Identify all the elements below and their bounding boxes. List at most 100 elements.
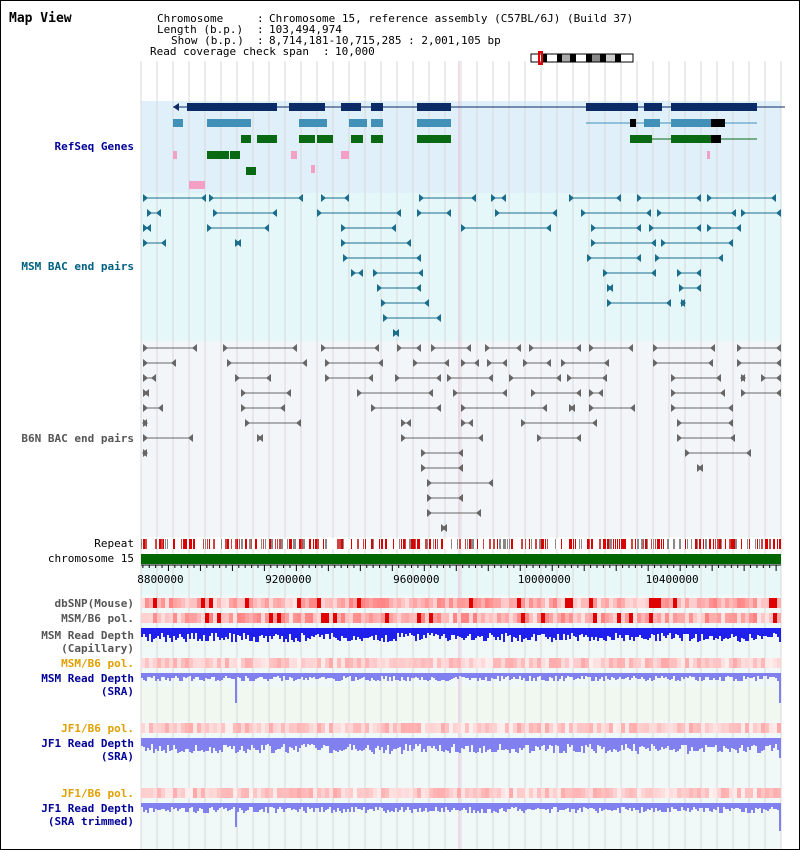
msm-bac-end (343, 254, 348, 262)
dbsnp-strip (221, 598, 225, 608)
msm-depth-sra-bar (617, 673, 619, 679)
msm-depth-cap-bar (273, 628, 275, 636)
msm-depth-cap-bar (267, 628, 269, 642)
msm-b6-pol2-strip (273, 658, 277, 668)
msm-depth-cap-bar (427, 628, 429, 633)
jf1-depth-sra-bar (453, 738, 455, 744)
gene-exon (417, 119, 451, 127)
jf1-depth-trim-bar (257, 803, 259, 812)
jf1-depth-sra-bar (167, 738, 169, 745)
msm-depth-cap-bar (563, 628, 565, 634)
coverage-label: Read coverage check span (150, 45, 309, 58)
dbsnp-strip (253, 598, 257, 608)
gene-arrow (173, 103, 179, 111)
gene-exon-pink (173, 151, 177, 159)
jf1-depth-sra-bar (581, 738, 583, 746)
jf1-depth-trim-bar (195, 803, 197, 813)
msm-depth-cap-bar (551, 628, 553, 642)
msm-bac-end (419, 194, 424, 202)
msm-depth-cap-bar (177, 628, 179, 638)
jf1-depth-sra-bar (489, 738, 491, 749)
jf1-b6-pol-strip (557, 723, 561, 733)
dbsnp-strip (461, 598, 465, 608)
jf1-depth-sra-bar (567, 738, 569, 744)
msm-b6-pol2-strip (729, 658, 733, 668)
msm-depth-cap-bar (411, 628, 413, 635)
msm-depth-cap-bar (297, 628, 299, 641)
msm-depth-cap-bar (581, 628, 583, 634)
msm-depth-sra-bar (481, 673, 483, 680)
msm-depth-cap-bar (245, 628, 247, 639)
jf1-depth-sra-bar (299, 738, 301, 748)
jf1-b6-pol-strip (237, 723, 241, 733)
jf1-depth-trim-bar (507, 803, 509, 809)
msm-bac-end (341, 239, 346, 247)
msm-depth-cap-bar (447, 628, 449, 641)
jf1-depth-trim-bar (261, 803, 263, 809)
jf1-depth-trim-bar (765, 803, 767, 810)
msm-depth-sra-bar (753, 673, 755, 677)
jf1-depth-sra-bar (337, 738, 339, 752)
b6n-bac-end (746, 449, 751, 457)
msm-depth-cap-bar (529, 628, 531, 640)
jf1-b6-pol-strip (633, 723, 637, 733)
jf1-b6-pol-strip (741, 723, 745, 733)
msm-depth-cap-bar (187, 628, 189, 634)
msm-depth-sra-bar (477, 673, 479, 681)
repeat-mark (705, 539, 707, 549)
jf1-depth-sra-bar (621, 738, 623, 745)
msm-b6-pol2-strip (537, 658, 541, 668)
msm-depth-cap-bar (155, 628, 157, 638)
repeat-mark (647, 539, 648, 549)
jf1-depth-trim-bar (641, 803, 643, 807)
msm-depth-sra-bar (303, 673, 305, 680)
msm-bac-end (143, 224, 148, 232)
msm-b6-pol-strip (485, 613, 489, 623)
msm-depth-sra-bar (549, 673, 551, 677)
jf1-depth-sra-bar (223, 738, 225, 745)
b6n-bac-end (302, 359, 307, 367)
msm-bac-end (341, 224, 346, 232)
msm-depth-cap-bar (705, 628, 707, 639)
dbsnp-strip (357, 598, 361, 608)
jf1-depth-trim-bar (685, 803, 687, 811)
jf1-depth-sra-bar (305, 738, 307, 747)
jf1-b6-pol-strip (649, 723, 653, 733)
jf1-b6-pol2-strip (621, 788, 625, 798)
msm-b6-pol2-strip (585, 658, 589, 668)
jf1-depth-sra-bar (491, 738, 493, 752)
msm-b6-pol-strip (665, 613, 669, 623)
dbsnp-strip (201, 598, 205, 608)
msm-bac-end (272, 209, 277, 217)
jf1-depth-trim-bar (717, 803, 719, 807)
repeat-mark (469, 539, 471, 549)
jf1-depth-sra-bar (695, 738, 697, 751)
msm-b6-pol-strip (401, 613, 405, 623)
jf1-depth-sra-bar (245, 738, 247, 753)
jf1-depth-sra-bar (457, 738, 459, 752)
msm-depth-cap-bar (777, 628, 779, 637)
jf1-depth-trim-bar (689, 803, 691, 812)
jf1-b6-pol-strip (401, 723, 405, 733)
msm-depth-cap-bar (311, 628, 313, 636)
msm-b6-pol-strip (673, 613, 677, 623)
msm-depth-sra-bar (463, 673, 465, 677)
msm-depth-cap-bar (383, 628, 385, 642)
jf1-depth-trim-bar (447, 803, 449, 810)
msm-depth-cap-bar (331, 628, 333, 633)
jf1-b6-pol-strip (461, 723, 465, 733)
msm-depth-cap-bar (469, 628, 471, 634)
b6n-bac-end (761, 374, 766, 382)
repeat-mark (295, 539, 296, 549)
repeat-mark (483, 539, 484, 549)
msm-b6-pol2-strip (737, 658, 741, 668)
jf1-b6-pol-strip (389, 723, 393, 733)
jf1-b6-pol2-strip (389, 788, 393, 798)
jf1-depth-trim-bar (239, 803, 241, 808)
msm-depth-sra-bar (247, 673, 249, 678)
jf1-b6-pol2-strip (253, 788, 257, 798)
repeat-mark (339, 539, 341, 549)
msm-depth-cap-bar (571, 628, 573, 633)
b6n-bac-end (737, 359, 742, 367)
